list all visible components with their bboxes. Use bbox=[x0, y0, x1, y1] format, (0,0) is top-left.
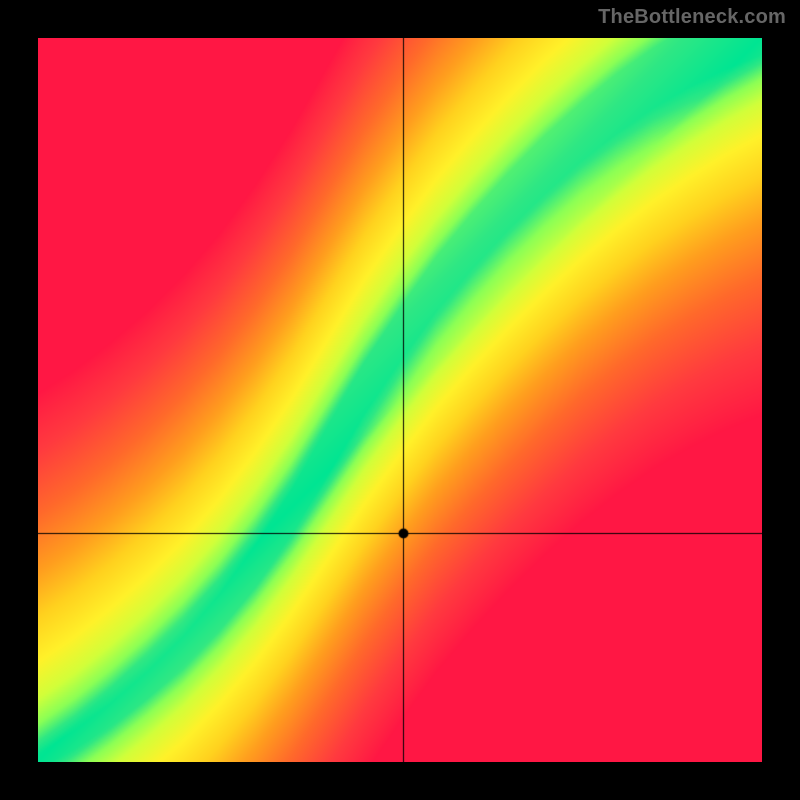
bottleneck-heatmap bbox=[38, 38, 762, 762]
watermark-text: TheBottleneck.com bbox=[598, 6, 786, 29]
chart-container: { "watermark": { "text": "TheBottleneck.… bbox=[0, 0, 800, 800]
